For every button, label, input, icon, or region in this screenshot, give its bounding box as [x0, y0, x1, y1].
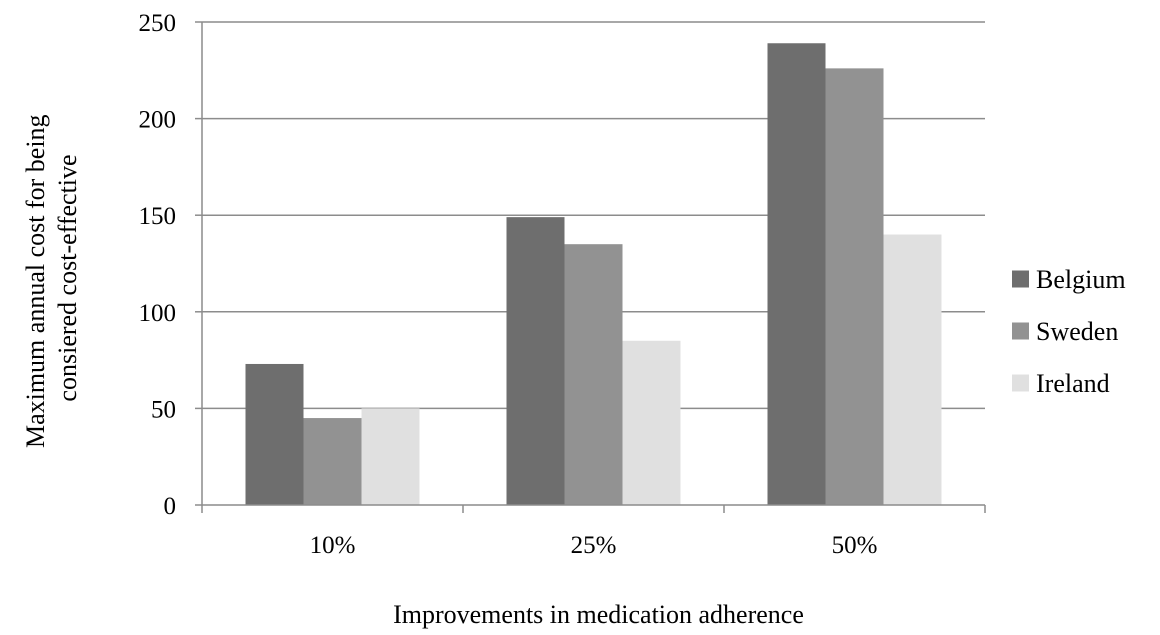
axes: [201, 22, 985, 506]
legend-swatch-sweden: [1012, 322, 1029, 340]
x-tick-labels: 10% 25% 50%: [201, 505, 986, 559]
y-tick-label: 100: [139, 300, 177, 327]
bar-belgium-25pct: [506, 217, 565, 505]
x-tick-label: 50%: [832, 532, 878, 559]
bar-ireland-10pct: [361, 408, 420, 505]
legend-label-ireland: Ireland: [1036, 369, 1110, 398]
bar-ireland-50pct: [883, 234, 942, 505]
bar-ireland-25pct: [622, 340, 681, 505]
legend-label-sweden: Sweden: [1036, 317, 1118, 346]
bar-sweden-10pct: [303, 418, 362, 505]
bar-sweden-25pct: [564, 244, 623, 505]
x-tick-label: 25%: [571, 532, 617, 559]
bar-belgium-50pct: [767, 43, 826, 505]
y-tick-label: 200: [139, 107, 177, 134]
y-axis-title-line-2: consiered cost-effective: [53, 154, 82, 401]
legend-swatch-belgium: [1012, 270, 1029, 288]
y-tick-label: 250: [139, 10, 177, 37]
legend-label-belgium: Belgium: [1036, 265, 1126, 294]
y-tick-labels: 0 50 100 150 200 250: [139, 10, 202, 520]
y-tick-label: 0: [164, 493, 177, 520]
bar-sweden-50pct: [825, 68, 884, 506]
x-tick-label: 10%: [310, 532, 356, 559]
legend-swatch-ireland: [1012, 374, 1029, 392]
bars: [245, 43, 942, 506]
x-axis-title: Improvements in medication adherence: [393, 600, 804, 629]
y-axis-title-line-1: Maximum annual cost for being: [21, 114, 50, 448]
y-tick-label: 50: [151, 396, 176, 423]
y-axis-title: Maximum annual cost for being consiered …: [21, 108, 82, 448]
bar-belgium-10pct: [245, 363, 304, 505]
y-tick-label: 150: [139, 203, 177, 230]
legend: Belgium Sweden Ireland: [1012, 265, 1126, 398]
